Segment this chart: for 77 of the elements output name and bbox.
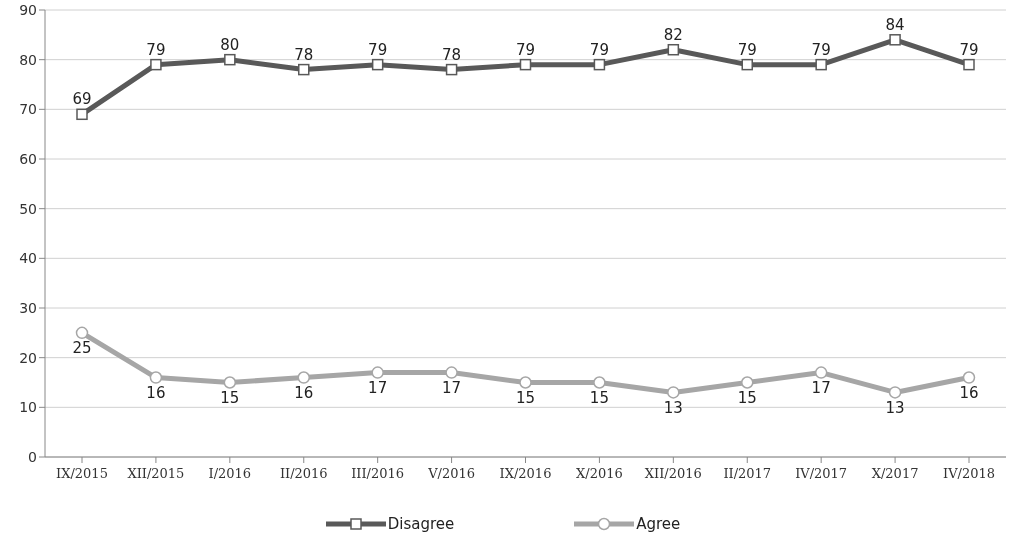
data-label: 16 <box>294 384 314 403</box>
point <box>224 53 236 66</box>
point <box>888 386 902 399</box>
data-label: 79 <box>146 40 166 59</box>
point <box>963 58 975 71</box>
data-label: 78 <box>294 45 314 64</box>
point <box>298 63 310 76</box>
data-label: 78 <box>442 45 462 64</box>
data-label: 79 <box>515 40 536 59</box>
data-label: 13 <box>885 399 905 418</box>
data-label: 13 <box>663 399 683 418</box>
point <box>297 371 310 384</box>
data-label: 17 <box>811 379 831 398</box>
y-tick-label: 40 <box>19 250 37 267</box>
point <box>445 366 458 379</box>
point <box>371 366 384 379</box>
data-label: 15 <box>220 389 240 408</box>
y-tick-label: 90 <box>19 1 37 18</box>
x-tick-label: X/2017 <box>871 466 919 482</box>
data-label: 15 <box>515 389 536 408</box>
data-label: 79 <box>368 40 388 59</box>
x-tick-label: V/2016 <box>427 466 476 482</box>
data-label: 84 <box>885 15 905 34</box>
point <box>667 386 680 399</box>
point <box>814 366 828 379</box>
x-tick-label: IV/2018 <box>943 466 995 482</box>
data-label: 80 <box>220 35 240 54</box>
point <box>76 108 88 121</box>
data-label: 79 <box>811 40 831 59</box>
point <box>445 63 458 76</box>
data-label: 79 <box>959 40 979 59</box>
data-label: 79 <box>737 40 757 59</box>
y-tick-label: 70 <box>19 101 37 118</box>
y-tick-label: 80 <box>19 51 37 68</box>
data-label: 16 <box>959 384 979 403</box>
x-tick-label: XII/2016 <box>644 466 702 482</box>
x-tick-label: X/2016 <box>576 466 623 482</box>
point <box>519 376 532 389</box>
x-tick-label: IX/2016 <box>499 466 552 482</box>
x-tick-label: XII/2015 <box>127 466 185 482</box>
data-label: 82 <box>663 25 683 44</box>
y-tick-label: 50 <box>19 200 37 217</box>
legend-label: Disagree <box>386 515 455 533</box>
data-label: 15 <box>589 389 609 408</box>
point <box>371 58 384 71</box>
x-tick-label: IV/2017 <box>795 466 848 482</box>
point <box>593 376 606 389</box>
data-label: 17 <box>442 379 462 398</box>
x-tick-label: I/2016 <box>208 466 252 482</box>
x-tick-label: III/2016 <box>351 466 405 482</box>
legend-label: Agree <box>635 515 681 533</box>
data-label: 69 <box>72 90 92 109</box>
x-tick-label: IX/2015 <box>56 466 108 482</box>
point <box>815 58 827 71</box>
y-tick-label: 0 <box>28 448 37 465</box>
point <box>962 371 976 384</box>
x-tick-label: II/2016 <box>279 466 328 482</box>
point <box>593 58 606 71</box>
y-tick-label: 10 <box>19 399 37 416</box>
y-tick-label: 20 <box>19 349 37 366</box>
data-label: 15 <box>737 389 757 408</box>
point <box>223 376 237 389</box>
y-tick-label: 30 <box>19 299 37 316</box>
point <box>75 326 89 340</box>
data-label: 25 <box>72 339 92 358</box>
point <box>889 34 901 46</box>
data-label: 17 <box>368 379 388 398</box>
point <box>149 371 163 384</box>
point <box>741 376 754 389</box>
data-label: 79 <box>589 40 609 59</box>
data-label: 16 <box>146 384 166 403</box>
x-tick-label: II/2017 <box>723 466 772 482</box>
point <box>150 58 162 71</box>
y-tick-label: 60 <box>19 150 37 167</box>
point <box>519 58 532 71</box>
point <box>741 58 753 71</box>
point <box>667 43 680 56</box>
